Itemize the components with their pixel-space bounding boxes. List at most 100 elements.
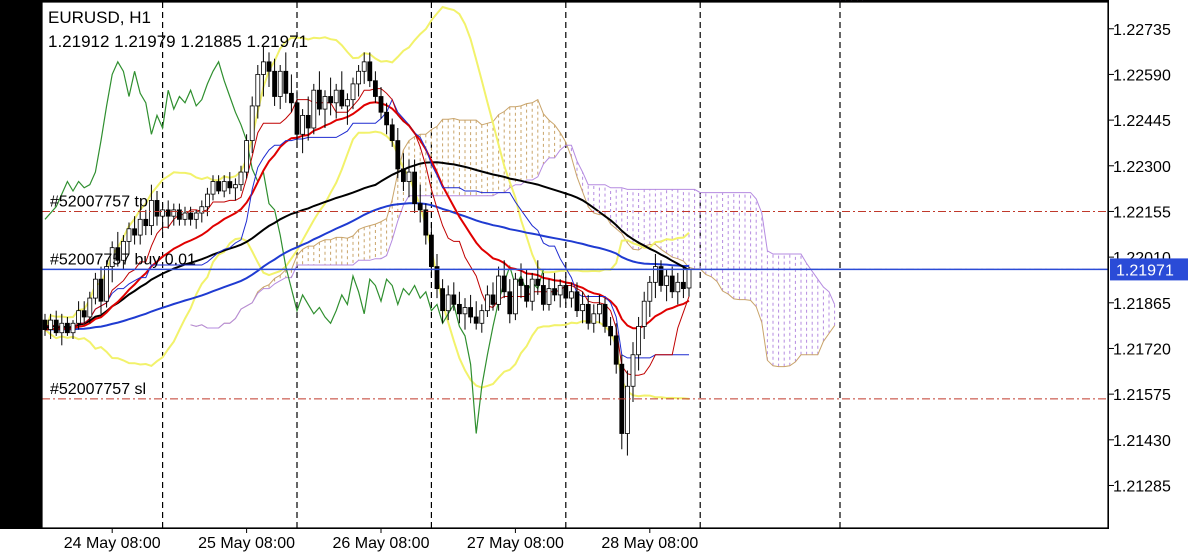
left-margin [0,0,41,529]
plot-area [42,2,1108,528]
candle-body [412,171,418,204]
candle-body [53,319,59,334]
candle-body [372,80,378,97]
candle-body [350,83,356,101]
time-tick-label: 24 May 08:00 [64,535,161,552]
ichimoku-cloud [190,98,836,368]
candle-body [115,247,121,261]
candle-body [434,266,440,290]
candle-body [395,140,401,170]
price-tick-label: 1.21575 [1113,387,1171,404]
candle-body [484,294,490,312]
order-label: #52007757 sl [50,381,146,398]
candle-body [154,200,160,217]
time-tick-label: 28 May 08:00 [601,535,698,552]
candle-body [344,99,350,107]
candle-body [328,96,334,104]
candle-body [406,171,412,182]
candle-body [322,96,328,110]
candle-body [148,200,154,227]
moving-average-red [44,101,690,331]
price-tick-label: 1.22735 [1113,22,1171,39]
candle-body [311,89,317,129]
time-tick-label: 27 May 08:00 [467,535,564,552]
candle-body [518,278,524,286]
candle-body [193,212,199,220]
candle-body [132,228,138,236]
price-tick-label: 1.22155 [1113,204,1171,221]
candle-body [529,278,535,302]
candle-body [384,111,390,126]
kijun-sen [44,98,689,359]
moving-average-black [44,161,690,331]
time-tick-label: 25 May 08:00 [198,535,295,552]
candle-body [591,313,597,324]
candle-body [121,240,126,261]
candles [42,46,692,456]
candle-body [272,70,278,97]
candle-body [249,105,255,141]
price-tick-label: 1.22445 [1113,113,1171,130]
candle-body [541,285,546,305]
symbol-timeframe: EURUSD, H1 [48,8,151,27]
candle-body [653,266,658,283]
price-tick-label: 1.21430 [1113,433,1171,450]
candle-body [182,212,188,220]
candle-body [255,74,261,107]
candle-body [176,209,182,220]
candle-body [647,281,653,302]
candle-body [546,288,552,305]
time-axis-area [0,529,1200,554]
candle-body [513,278,518,315]
candle-body [143,218,149,227]
candle-body [501,275,507,293]
candle-body [232,184,238,189]
candle-body [602,303,608,327]
candle-body [137,218,143,236]
candle-body [42,319,48,330]
candle-body [87,297,93,318]
candle-body [507,291,513,315]
candle-body [59,322,65,334]
candle-body [48,319,53,330]
candle-body [210,181,216,195]
candle-body [569,291,574,299]
candle-body [227,181,233,189]
candle-body [479,310,485,324]
candle-body [597,303,602,315]
candle-body [204,193,210,208]
candle-body [630,354,636,387]
candle-body [266,61,272,72]
senkou-span-b [190,144,836,329]
candle-body [535,278,541,286]
price-tick-label: 1.22300 [1113,159,1171,176]
candle-body [378,96,384,113]
candle-body [585,303,591,324]
candle-body [160,209,166,217]
price-tick-label: 1.22590 [1113,67,1171,84]
order-label: #52007757 buy 0.01 [50,251,196,268]
plot-frame [41,1,1109,529]
price-tick-label: 1.21865 [1113,296,1171,313]
candle-body [613,335,619,365]
senkou-span-a [190,98,836,368]
candle-body [98,278,104,302]
candle-body [76,310,81,324]
candle-body [552,288,557,296]
candle-body [473,316,479,324]
candle-body [669,275,675,293]
bollinger-lower [44,130,690,400]
candle-body [686,269,692,289]
candle-body [456,303,462,315]
candle-body [664,275,669,286]
candle-body [574,291,580,312]
candle-body [356,70,362,85]
candle-body [277,70,283,97]
candle-body [300,114,306,135]
current-price-tag [1110,258,1188,281]
candle-body [389,124,395,141]
candle-body [109,247,115,267]
candle-body [104,266,109,302]
